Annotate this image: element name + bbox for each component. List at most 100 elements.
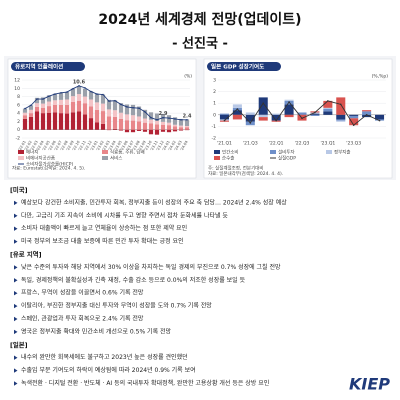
section-item: 독일, 경제정책의 불확실성과 긴축 재정, 수출 감소 등으로 0.0%의 저… bbox=[21, 276, 246, 284]
bar-segment bbox=[22, 108, 28, 113]
bar-segment bbox=[172, 129, 178, 132]
bar-segment bbox=[34, 103, 40, 107]
y-tick-label: 6 bbox=[17, 102, 20, 108]
line-point bbox=[168, 117, 170, 119]
bar-segment bbox=[142, 122, 148, 130]
y-tick-label: -2 bbox=[212, 136, 217, 142]
x-tick-label: '23.01 bbox=[90, 140, 99, 152]
bullet bbox=[14, 303, 18, 309]
bar-segment bbox=[219, 113, 229, 115]
bar-segment bbox=[70, 96, 76, 102]
x-tick-label: '22.Q1 bbox=[269, 141, 284, 147]
bar-segment bbox=[284, 99, 294, 101]
line-point bbox=[60, 92, 62, 94]
bullet bbox=[14, 226, 18, 231]
bar-segment bbox=[310, 113, 320, 115]
unit-label: (%) bbox=[184, 74, 192, 80]
bar-segment bbox=[166, 122, 172, 126]
line-point bbox=[108, 100, 110, 102]
bar-segment bbox=[100, 94, 106, 104]
section-item: 프랑스, 무역이 성장을 이끌면서 0.6% 기록 전망 bbox=[21, 289, 144, 297]
bar-segment bbox=[34, 111, 40, 130]
bar-segment bbox=[245, 112, 255, 115]
x-tick-label: '22.01 bbox=[18, 140, 27, 152]
y-tick-label: 2 bbox=[17, 119, 20, 125]
bar-segment bbox=[323, 109, 333, 112]
legend-label: 소비자물가상승률(HICP) bbox=[26, 161, 73, 168]
bar-segment bbox=[172, 117, 178, 125]
bar-segment bbox=[362, 111, 372, 115]
bar-segment bbox=[362, 114, 372, 118]
bar-segment bbox=[130, 120, 136, 130]
bullet bbox=[14, 200, 18, 206]
bar-segment bbox=[52, 100, 58, 105]
bar-segment bbox=[232, 104, 242, 108]
bar-segment bbox=[64, 92, 70, 100]
bar-segment bbox=[136, 129, 142, 131]
bar-segment bbox=[349, 118, 359, 126]
x-tick-label: '22.06 bbox=[48, 139, 57, 151]
bar-segment bbox=[118, 118, 124, 130]
line-point bbox=[223, 119, 226, 122]
bar-segment bbox=[258, 114, 268, 118]
x-tick-label: '22.10 bbox=[72, 139, 81, 151]
bar-segment bbox=[178, 118, 184, 126]
x-tick-label: '23.Q3 bbox=[346, 141, 361, 147]
bar-segment bbox=[323, 107, 333, 109]
line-point bbox=[72, 87, 74, 90]
x-tick-label: '23.05 bbox=[114, 140, 123, 152]
y-tick-label: 8 bbox=[17, 94, 20, 100]
bar-segment bbox=[118, 129, 124, 131]
section-item: 다만, 고금리 기조 지속이 소비에 시차를 두고 영향 주면서 점차 둔화세를… bbox=[21, 211, 228, 219]
y-tick-label: 3 bbox=[213, 78, 216, 84]
bullet bbox=[14, 278, 18, 283]
bar-segment bbox=[219, 114, 229, 120]
line-point bbox=[90, 90, 92, 93]
bar-segment bbox=[46, 106, 52, 113]
bar-segment bbox=[34, 97, 40, 104]
bar-segment bbox=[22, 115, 28, 119]
bullet bbox=[14, 329, 18, 335]
bar-segment bbox=[284, 104, 294, 115]
x-tick-label: '22.07 bbox=[54, 140, 63, 152]
bar-segment bbox=[40, 113, 46, 130]
bar-segment bbox=[136, 106, 142, 117]
x-tick-label: '21.Q3 bbox=[243, 141, 258, 147]
line-point bbox=[144, 111, 146, 113]
line-point bbox=[84, 87, 86, 89]
legend-swatch bbox=[102, 156, 108, 160]
bar-segment bbox=[166, 129, 172, 133]
bar-segment bbox=[70, 88, 76, 97]
line-point bbox=[174, 118, 176, 120]
bullet bbox=[14, 291, 18, 296]
line-point bbox=[262, 102, 265, 104]
section-item: 미국 정부의 보조금 대출 보증에 따른 민간 투자 확대는 긍정 요인 bbox=[21, 237, 184, 245]
line-point bbox=[78, 85, 80, 87]
bar-segment bbox=[323, 111, 333, 115]
y-tick-label: 0 bbox=[213, 112, 216, 118]
legend-label: 실질GDP bbox=[278, 155, 296, 162]
bullet bbox=[14, 381, 18, 386]
bar-segment bbox=[46, 112, 52, 130]
bar-segment bbox=[284, 114, 294, 118]
bar-segment bbox=[40, 107, 46, 114]
logo: KIEP bbox=[349, 375, 390, 394]
legend-label: 식료품, 주류, 담배 bbox=[110, 149, 145, 156]
x-tick-label: '22.08 bbox=[60, 139, 69, 151]
y-tick-label: 12 bbox=[14, 78, 20, 84]
bar-segment bbox=[178, 127, 184, 130]
section-heading: [유로 지역] bbox=[10, 250, 42, 259]
bar-segment bbox=[64, 99, 70, 105]
legend-label: 순수출 bbox=[222, 155, 234, 162]
section-item: 내수의 완만한 회복세에도 불구하고 2023년 높은 성장률 견인했던 bbox=[21, 353, 188, 361]
bar-segment bbox=[124, 104, 130, 115]
bullet bbox=[14, 368, 18, 373]
bar-segment bbox=[336, 97, 346, 115]
bar-segment bbox=[58, 99, 64, 105]
bar-segment bbox=[34, 106, 40, 112]
bar-segment bbox=[160, 124, 166, 130]
bullet bbox=[14, 316, 18, 322]
bar-segment bbox=[52, 104, 58, 113]
bar-segment bbox=[70, 101, 76, 113]
bar-segment bbox=[258, 97, 268, 115]
